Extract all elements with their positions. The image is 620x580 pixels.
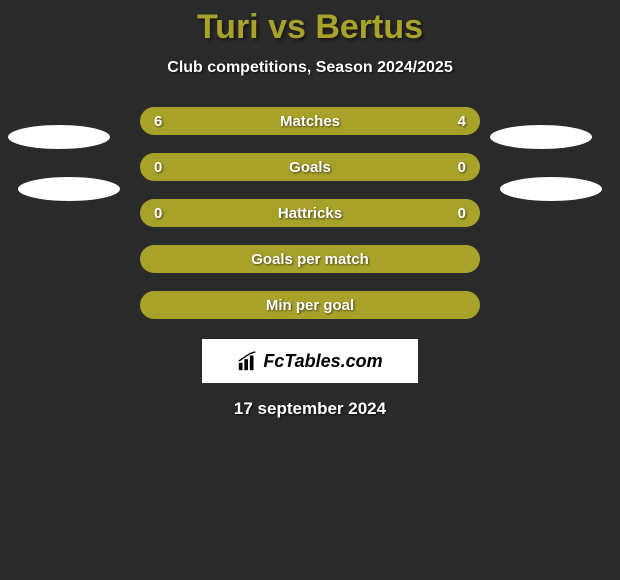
page-title: Turi vs Bertus [197, 8, 423, 47]
stat-value-right: 0 [458, 159, 466, 176]
stat-label: Min per goal [266, 297, 354, 314]
logo-text: FcTables.com [263, 351, 382, 372]
logo-box[interactable]: FcTables.com [202, 339, 418, 383]
stat-value-left: 0 [154, 205, 162, 222]
stat-value-right: 4 [458, 113, 466, 130]
stat-label: Matches [280, 113, 340, 130]
logo-content: FcTables.com [237, 350, 382, 372]
stat-row-min-per-goal: Min per goal [140, 291, 480, 319]
player-right-marker-1 [490, 125, 592, 149]
main-container: Turi vs Bertus Club competitions, Season… [0, 0, 620, 419]
stat-label: Goals [289, 159, 331, 176]
stat-row-matches: 6 Matches 4 [140, 107, 480, 135]
stat-row-goals: 0 Goals 0 [140, 153, 480, 181]
chart-icon [237, 350, 259, 372]
player-left-marker-1 [8, 125, 110, 149]
stat-value-left: 0 [154, 159, 162, 176]
player-right-marker-2 [500, 177, 602, 201]
stat-value-right: 0 [458, 205, 466, 222]
stat-row-hattricks: 0 Hattricks 0 [140, 199, 480, 227]
date-text: 17 september 2024 [234, 399, 386, 419]
stat-value-left: 6 [154, 113, 162, 130]
stat-label: Goals per match [251, 251, 369, 268]
player-left-marker-2 [18, 177, 120, 201]
page-subtitle: Club competitions, Season 2024/2025 [167, 59, 452, 77]
stat-label: Hattricks [278, 205, 342, 222]
stat-row-goals-per-match: Goals per match [140, 245, 480, 273]
